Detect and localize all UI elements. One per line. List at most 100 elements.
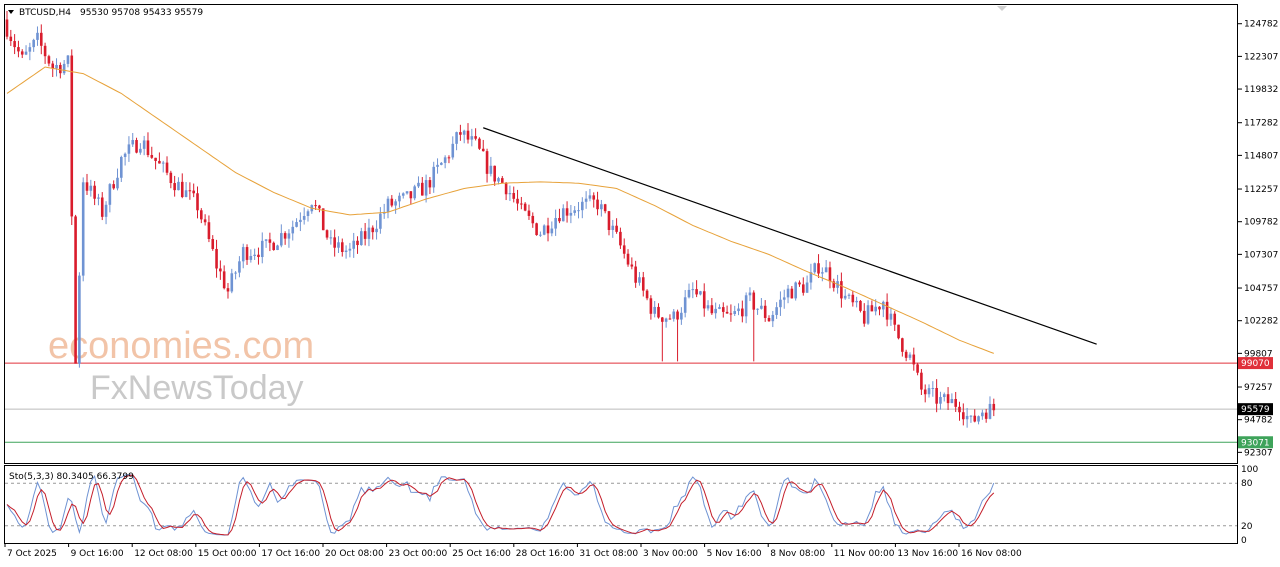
candle-body bbox=[916, 364, 919, 373]
candle-body bbox=[470, 136, 474, 140]
candle-body bbox=[668, 318, 672, 320]
candle-body bbox=[714, 308, 717, 314]
candle-body bbox=[847, 294, 851, 296]
candle-body bbox=[481, 148, 485, 152]
candle-body bbox=[584, 198, 588, 202]
candle-body bbox=[451, 143, 455, 158]
price-tick-label: 92307 bbox=[1244, 448, 1273, 458]
support-price-label: 93071 bbox=[1241, 438, 1270, 448]
candle-body bbox=[70, 55, 74, 217]
candle-body bbox=[592, 195, 596, 200]
candle-body bbox=[215, 248, 218, 269]
candle-body bbox=[756, 308, 759, 310]
candle-body bbox=[767, 317, 771, 322]
candle-body bbox=[973, 415, 977, 422]
candle-body bbox=[733, 311, 737, 315]
candle-body bbox=[47, 56, 51, 64]
candle-body bbox=[664, 318, 668, 322]
price-tick-label: 119832 bbox=[1244, 85, 1278, 95]
time-tick-label: 15 Oct 00:00 bbox=[198, 549, 257, 559]
candle-body bbox=[436, 164, 439, 167]
trendline[interactable] bbox=[483, 127, 1097, 345]
candle-body bbox=[257, 254, 260, 258]
candle-body bbox=[394, 201, 397, 206]
candle-body bbox=[508, 193, 512, 195]
watermark-fxnewstoday: FxNewsToday bbox=[90, 369, 304, 407]
candle-body bbox=[123, 153, 127, 157]
candle-body bbox=[234, 272, 237, 274]
candle-body bbox=[691, 289, 695, 291]
candle-body bbox=[516, 198, 519, 204]
candle-body bbox=[447, 157, 451, 159]
candle-body bbox=[539, 234, 542, 236]
stoch-level-label: 80 bbox=[1241, 479, 1253, 489]
candle-body bbox=[554, 217, 557, 229]
candle-body bbox=[131, 140, 135, 145]
candle-body bbox=[104, 204, 108, 217]
candle-body bbox=[344, 250, 348, 252]
candle-body bbox=[984, 412, 988, 419]
candle-body bbox=[611, 225, 615, 230]
candle-body bbox=[39, 32, 43, 46]
time-tick-label: 20 Oct 08:00 bbox=[325, 549, 384, 559]
candle-body bbox=[219, 268, 222, 272]
time-tick-label: 9 Oct 16:00 bbox=[71, 549, 124, 559]
candle-body bbox=[817, 263, 820, 274]
candle-body bbox=[363, 231, 367, 239]
candle-body bbox=[653, 306, 656, 314]
price-tick-label: 104757 bbox=[1244, 284, 1278, 294]
candle-body bbox=[520, 203, 523, 205]
candle-body bbox=[329, 237, 333, 239]
candle-body bbox=[897, 324, 900, 339]
candle-body bbox=[13, 41, 16, 48]
moving-average-line bbox=[6, 66, 994, 354]
scroll-marker-icon[interactable] bbox=[997, 6, 1007, 11]
candle-body bbox=[226, 288, 230, 292]
candle-body bbox=[752, 292, 756, 310]
candle-body bbox=[904, 351, 908, 358]
price-tick-label: 124782 bbox=[1244, 20, 1278, 30]
candle-body bbox=[443, 157, 447, 163]
stoch-level-label: 100 bbox=[1241, 465, 1258, 475]
candle-body bbox=[927, 388, 931, 395]
candle-body bbox=[28, 47, 32, 52]
symbol-dropdown-icon[interactable] bbox=[8, 10, 14, 14]
candle-body bbox=[466, 130, 470, 140]
candle-body bbox=[260, 240, 264, 258]
candle-body bbox=[135, 140, 138, 153]
candle-body bbox=[420, 182, 424, 196]
candle-body bbox=[950, 399, 954, 404]
time-tick-label: 25 Oct 16:00 bbox=[452, 549, 511, 559]
candle-body bbox=[969, 415, 973, 417]
price-tick-label: 112257 bbox=[1244, 185, 1278, 195]
candle-body bbox=[493, 165, 496, 182]
candle-body bbox=[314, 205, 317, 207]
candle-body bbox=[725, 311, 729, 314]
candle-body bbox=[824, 267, 828, 273]
price-axis: 124782 122307 119832 117282 114807 112257 1097… bbox=[1237, 20, 1278, 458]
time-tick-label: 8 Nov 08:00 bbox=[770, 549, 825, 559]
candle-body bbox=[840, 281, 843, 299]
candle-body bbox=[558, 217, 561, 222]
candle-body bbox=[291, 226, 295, 234]
stochastic-oscillator: 100 80 20 0 bbox=[5, 465, 1258, 546]
candle-body bbox=[325, 230, 329, 238]
candle-body bbox=[771, 314, 775, 322]
candle-body bbox=[112, 184, 115, 189]
candle-body bbox=[485, 151, 489, 174]
candle-body bbox=[337, 242, 340, 248]
candle-body bbox=[59, 64, 62, 74]
candle-body bbox=[855, 300, 858, 303]
current-price-marker bbox=[1238, 403, 1273, 416]
candle-body bbox=[641, 277, 645, 291]
horizontal-levels bbox=[5, 362, 1237, 443]
price-tick-label: 107307 bbox=[1244, 250, 1278, 260]
candle-body bbox=[207, 222, 211, 240]
candle-body bbox=[942, 394, 946, 398]
candle-body bbox=[66, 55, 70, 64]
candle-body bbox=[958, 406, 961, 413]
candle-body bbox=[577, 210, 580, 212]
candle-body bbox=[920, 372, 923, 390]
candle-body bbox=[672, 311, 676, 319]
candle-body bbox=[843, 295, 847, 299]
